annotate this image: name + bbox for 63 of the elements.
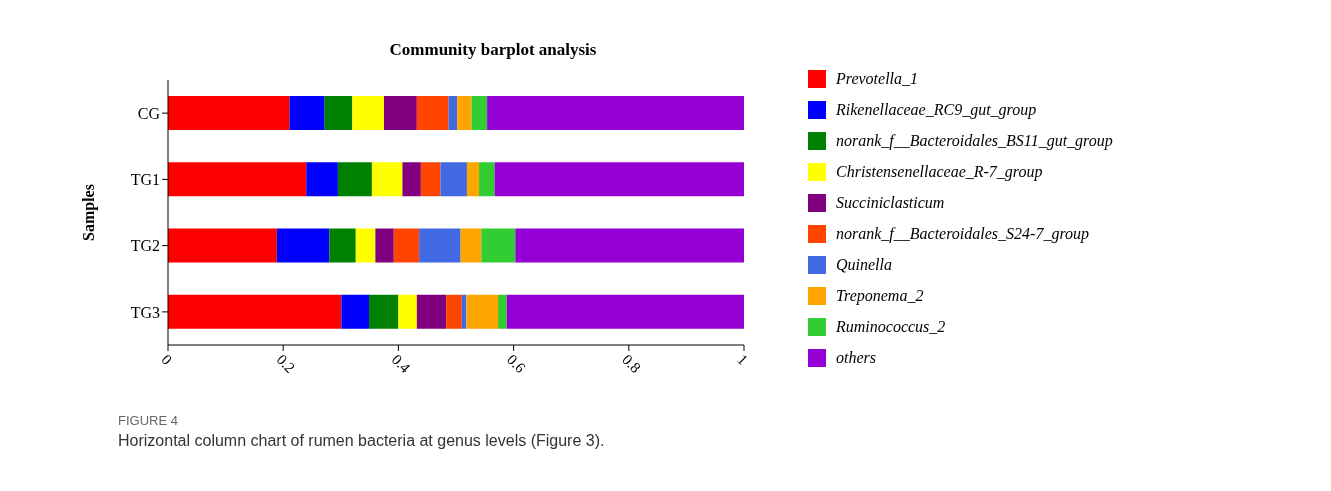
caption: FIGURE 4 — [118, 413, 179, 428]
bar — [515, 228, 744, 263]
bar — [481, 228, 516, 263]
bar — [466, 294, 499, 329]
bar — [398, 294, 417, 329]
bar — [168, 294, 342, 329]
bar — [393, 228, 420, 263]
bar — [466, 162, 480, 197]
bar — [352, 96, 384, 130]
bar — [355, 228, 376, 263]
legend-label: Christensenellaceae_R-7_group — [836, 163, 1043, 181]
x-tick-label: 0.2 — [273, 351, 299, 376]
legend-label: Treponema_2 — [836, 287, 924, 305]
bar — [440, 162, 467, 197]
chart-title: Community barplot analysis — [388, 40, 598, 60]
bar — [446, 294, 462, 329]
y-axis-title: Samples — [79, 184, 98, 241]
bar — [416, 96, 449, 130]
bar — [168, 96, 290, 130]
bar — [460, 228, 482, 263]
bar — [416, 294, 447, 329]
bar — [375, 228, 394, 263]
bar — [384, 96, 417, 130]
bar — [289, 96, 325, 130]
bar — [506, 294, 744, 329]
bar — [420, 162, 441, 197]
bar — [341, 294, 370, 329]
y-tick-label: CG — [137, 104, 161, 122]
bar — [419, 228, 461, 263]
bar — [168, 228, 277, 263]
legend-label: Prevotella_1 — [836, 70, 919, 88]
legend-label: Quinella — [836, 256, 892, 274]
legend-label: Succiniclasticum — [836, 194, 945, 212]
bar — [494, 162, 744, 197]
bar — [306, 162, 338, 197]
bar — [324, 96, 353, 130]
x-tick-label: 1 — [734, 351, 751, 368]
text: Horizontal column chart of rumen bacteria at genus levels (Figure 3). — [118, 432, 606, 450]
bar — [487, 96, 744, 130]
bar — [337, 162, 372, 197]
x-tick-label: 0.6 — [503, 351, 529, 377]
legend-label: others — [836, 349, 876, 367]
legend-label: Ruminococcus_2 — [836, 318, 946, 336]
x-tick-label: 0 — [158, 351, 175, 368]
bar — [471, 96, 488, 130]
bar — [369, 294, 399, 329]
bar — [402, 162, 421, 197]
legend-label: norank_f__Bacteroidales_S24-7_group — [836, 225, 1090, 243]
y-tick-label: TG1 — [130, 171, 160, 189]
x-tick-label: 0.8 — [619, 351, 644, 376]
bar — [498, 294, 507, 329]
bar — [448, 96, 458, 130]
bar — [276, 228, 330, 263]
bar — [168, 162, 307, 197]
bar — [329, 228, 356, 263]
bar — [457, 96, 472, 130]
bar — [479, 162, 495, 197]
legend-label: Rikenellaceae_RC9_gut_group — [836, 101, 1037, 119]
legend-label: norank_f__Bacteroidales_BS11_gut_group — [836, 132, 1113, 150]
y-tick-label: TG2 — [130, 237, 160, 255]
bar — [371, 162, 403, 197]
y-tick-label: TG3 — [130, 303, 160, 321]
x-tick-label: 0.4 — [388, 351, 414, 377]
